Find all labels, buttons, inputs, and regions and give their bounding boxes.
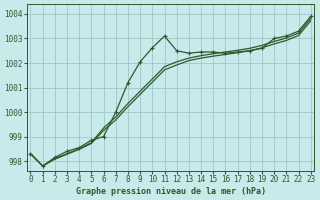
- X-axis label: Graphe pression niveau de la mer (hPa): Graphe pression niveau de la mer (hPa): [76, 187, 266, 196]
